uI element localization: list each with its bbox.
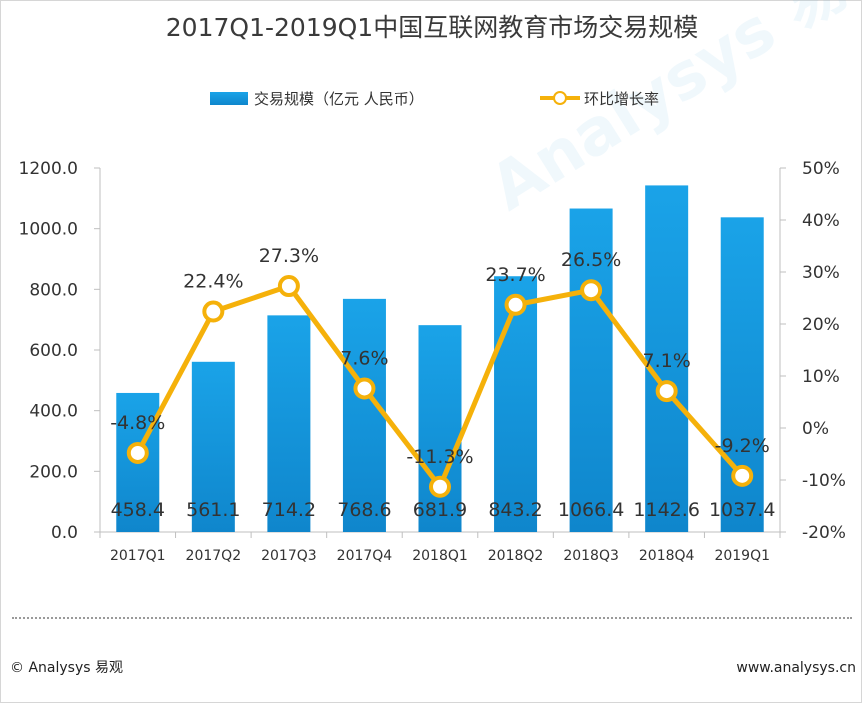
growth-rate-label: -11.3%	[406, 446, 473, 468]
website-link[interactable]: www.analysys.cn	[736, 660, 856, 676]
growth-rate-label: -9.2%	[715, 435, 770, 457]
bar	[569, 208, 613, 532]
y-left-tick-label: 0.0	[51, 523, 78, 543]
footer-separator	[12, 617, 852, 619]
growth-rate-label: 26.5%	[561, 249, 621, 271]
y-right-tick-label: 30%	[802, 263, 840, 283]
growth-rate-label: 27.3%	[259, 245, 319, 267]
bar	[342, 298, 386, 532]
bar-value-label: 681.9	[413, 499, 467, 521]
legend-label-bar: 交易规模（亿元 人民币）	[254, 89, 424, 108]
growth-rate-label: 22.4%	[183, 271, 243, 293]
growth-rate-label: 23.7%	[485, 264, 545, 286]
chart-plot: 0.0 200.0 400.0 600.0 800.0 1000.0 1200.0 -20% -…	[19, 159, 846, 564]
y-right-tick-label: 10%	[802, 367, 840, 387]
bar-value-label: 843.2	[488, 499, 542, 521]
x-tick-label: 2017Q3	[261, 548, 317, 564]
copyright-text: © Analysys 易观	[10, 660, 123, 676]
bar	[494, 276, 538, 532]
bar	[267, 315, 311, 532]
legend-swatch-bar	[210, 91, 248, 105]
y-left-tick-label: 1200.0	[19, 159, 78, 179]
bar-value-label: 1037.4	[709, 499, 775, 521]
y-left-tick-label: 1000.0	[19, 220, 78, 240]
legend-item-line: 环比增长率	[540, 86, 659, 110]
growth-rate-label: -4.8%	[110, 412, 165, 434]
x-tick-label: 2018Q3	[563, 548, 619, 564]
growth-rate-label: 7.6%	[340, 347, 388, 369]
y-right-tick-label: 0%	[802, 419, 829, 439]
growth-rate-point	[126, 441, 149, 464]
y-right-tick-label: -20%	[802, 523, 846, 543]
x-tick-label: 2019Q1	[714, 548, 770, 564]
growth-rate-point	[353, 377, 376, 400]
y-left-tick-label: 200.0	[29, 462, 78, 482]
bar-value-label: 561.1	[186, 499, 240, 521]
growth-rate-label: 7.1%	[643, 350, 691, 372]
bar-value-label: 1066.4	[558, 499, 624, 521]
bar-value-label: 1142.6	[633, 499, 699, 521]
bar-value-label: 768.6	[337, 499, 391, 521]
growth-rate-point	[655, 380, 678, 403]
bar	[191, 361, 235, 532]
growth-rate-point	[504, 293, 527, 316]
y-right-tick-label: 50%	[802, 159, 840, 179]
growth-rate-point	[429, 475, 451, 498]
y-left-tick-label: 400.0	[29, 402, 78, 422]
legend: 交易规模（亿元 人民币） 环比增长率	[0, 86, 864, 110]
x-tick-label: 2017Q4	[337, 548, 393, 564]
y-left-tick-label: 600.0	[29, 341, 78, 361]
x-tick-label: 2017Q2	[186, 548, 242, 564]
x-tick-label: 2017Q1	[110, 548, 166, 564]
bar-value-label: 458.4	[111, 499, 165, 521]
y-right-tick-label: -10%	[802, 471, 846, 491]
growth-rate-point	[202, 300, 225, 323]
growth-rate-point	[277, 275, 300, 298]
legend-label-line: 环比增长率	[584, 89, 660, 108]
legend-item-bar: 交易规模（亿元 人民币）	[210, 86, 424, 110]
bar	[645, 185, 689, 533]
x-tick-label: 2018Q2	[488, 548, 544, 564]
legend-swatch-line	[540, 88, 580, 108]
x-tick-label: 2018Q1	[412, 548, 468, 564]
growth-rate-point	[731, 464, 754, 487]
y-right-tick-label: 40%	[802, 211, 840, 231]
y-left-tick-label: 800.0	[29, 280, 78, 300]
bar-value-label: 714.2	[262, 499, 316, 521]
x-tick-label: 2018Q4	[639, 548, 695, 564]
growth-rate-point	[580, 279, 603, 302]
chart-title: 2017Q1-2019Q1中国互联网教育市场交易规模	[165, 13, 699, 42]
y-right-tick-label: 20%	[802, 315, 840, 335]
